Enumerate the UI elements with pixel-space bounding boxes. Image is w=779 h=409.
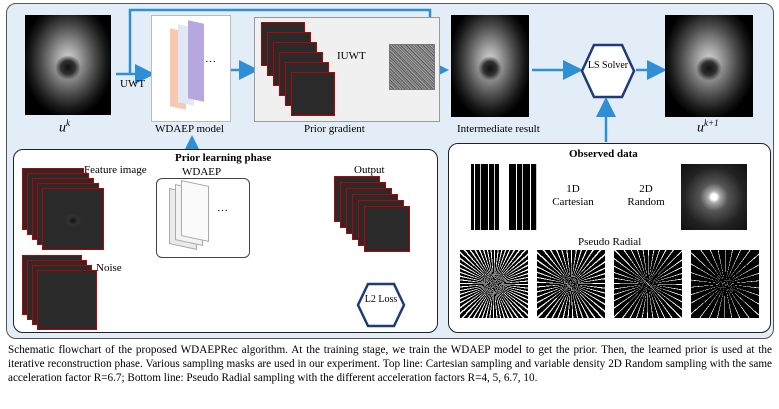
label-wdaep: WDAEP <box>182 166 222 178</box>
label-uk: uk <box>59 118 70 136</box>
label-1d-cartesian: 1D Cartesian <box>552 183 594 208</box>
mask-pseudo-radial-3 <box>614 250 682 318</box>
label-uwt: UWT <box>120 78 146 90</box>
wdaep-inner-box: ··· <box>156 178 250 258</box>
label-pseudo-radial: Pseudo Radial <box>578 236 642 248</box>
prior-learning-title: Prior learning phase <box>175 152 272 164</box>
label-noise: Noise <box>96 262 122 274</box>
brain-image-uk <box>25 15 111 115</box>
observed-title: Observed data <box>569 148 638 160</box>
label-prior-gradient: Prior gradient <box>304 123 365 135</box>
mask-2d-random <box>681 164 747 230</box>
label-uk1: uk+1 <box>697 118 719 136</box>
label-ls-solver: LS Solver <box>587 60 629 71</box>
mask-pseudo-radial-4 <box>691 250 759 318</box>
mask-pseudo-radial-2 <box>537 250 605 318</box>
label-2d-random: 2D Random <box>627 183 665 208</box>
wdaep-inner-dots: ··· <box>217 205 228 217</box>
label-l2-loss: L2 Loss <box>364 294 398 305</box>
l2-loss-hexagon <box>356 282 406 328</box>
prior-gradient-result <box>389 44 435 90</box>
prior-gradient-box: IUWT <box>254 17 440 122</box>
label-intermediate-result: Intermediate result <box>457 123 540 135</box>
ls-solver-hexagon <box>580 43 636 99</box>
wdaep-dots: ··· <box>205 56 216 68</box>
mask-pseudo-radial-1 <box>460 250 528 318</box>
figure-caption: Schematic flowchart of the proposed WDAE… <box>8 344 772 384</box>
brain-image-intermediate <box>451 15 529 117</box>
label-feature-image: Feature image <box>84 164 147 176</box>
wdaep-layer-3 <box>188 20 204 102</box>
label-iuwt: IUWT <box>337 50 366 62</box>
mask-1d-cartesian <box>471 164 537 230</box>
label-output: Output <box>354 164 385 176</box>
label-wdaep-model: WDAEP model <box>155 123 224 135</box>
wdaep-model-box: ··· <box>151 15 231 122</box>
brain-image-uk1 <box>665 15 753 117</box>
